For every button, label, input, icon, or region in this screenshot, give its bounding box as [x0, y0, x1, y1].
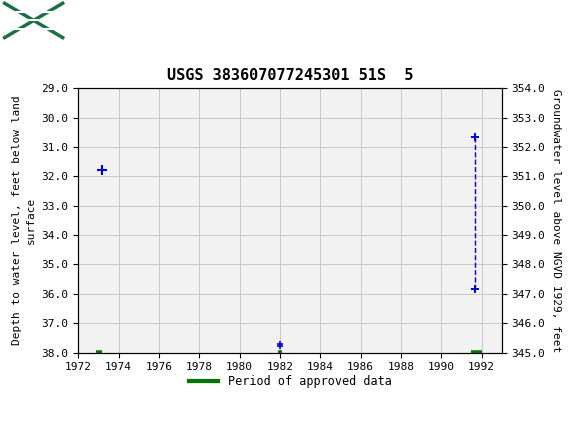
- Y-axis label: Depth to water level, feet below land
surface: Depth to water level, feet below land su…: [12, 95, 36, 345]
- Legend: Period of approved data: Period of approved data: [184, 371, 396, 393]
- Text: USGS: USGS: [72, 12, 128, 29]
- Bar: [5, 3, 63, 37]
- Title: USGS 383607077245301 51S  5: USGS 383607077245301 51S 5: [167, 68, 413, 83]
- Y-axis label: Groundwater level above NGVD 1929, feet: Groundwater level above NGVD 1929, feet: [551, 89, 561, 352]
